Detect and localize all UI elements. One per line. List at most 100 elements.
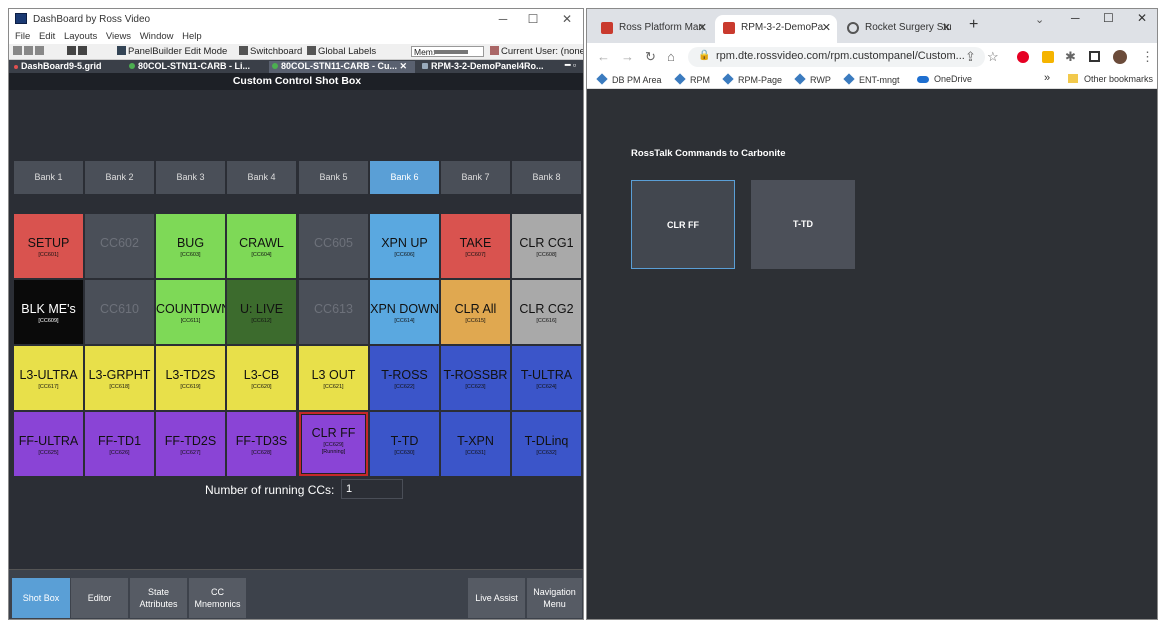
- browser-tab-rocket-surgery[interactable]: Rocket Surgery Stu ✕: [839, 15, 957, 43]
- current-user[interactable]: Current User: (none): [490, 46, 583, 57]
- bookmark-onedrive[interactable]: OneDrive: [917, 74, 972, 84]
- forward-icon[interactable]: →: [621, 49, 634, 64]
- tab-overflow-icon[interactable]: ━ ▫: [565, 60, 577, 70]
- cc-button-617[interactable]: L3-ULTRA [CC617]: [14, 346, 83, 410]
- menu-layouts[interactable]: Layouts: [63, 31, 98, 42]
- nav-shot-box[interactable]: Shot Box: [12, 578, 70, 618]
- cc-button-616[interactable]: CLR CG2 [CC616]: [512, 280, 581, 344]
- cc-button-627[interactable]: FF-TD2S [CC627]: [156, 412, 225, 476]
- browser-tab-ross-platform[interactable]: Ross Platform Man ✕: [593, 15, 713, 43]
- bookmark-rpm[interactable]: RPM: [674, 73, 710, 85]
- nav-state-attributes[interactable]: State Attributes: [130, 578, 187, 618]
- home-icon[interactable]: ⌂: [667, 49, 675, 64]
- cc-button-630[interactable]: T-TD [CC630]: [370, 412, 439, 476]
- cc-button-603[interactable]: BUG [CC603]: [156, 214, 225, 278]
- nav-live-assist[interactable]: Live Assist: [468, 578, 525, 618]
- cc-button-605[interactable]: CC605: [299, 214, 368, 278]
- cc-button-613[interactable]: CC613: [299, 280, 368, 344]
- doc-tab-carb-custom[interactable]: 80COL-STN11-CARB - Cu... ✕: [269, 61, 415, 73]
- browser-minimize-button[interactable]: ─: [1071, 11, 1080, 25]
- maximize-button[interactable]: ☐: [527, 12, 539, 26]
- cc-button-612[interactable]: U: LIVE [CC612]: [227, 280, 296, 344]
- close-tab-icon[interactable]: ✕: [821, 22, 831, 34]
- side-panel-icon[interactable]: [1089, 51, 1100, 62]
- avatar[interactable]: [1113, 50, 1127, 64]
- cc-button-604[interactable]: CRAWL [CC604]: [227, 214, 296, 278]
- cc-button-631[interactable]: T-XPN [CC631]: [441, 412, 510, 476]
- doc-tab-carb-live[interactable]: 80COL-STN11-CARB - Li...: [126, 61, 266, 73]
- close-tab-icon[interactable]: ✕: [941, 22, 951, 34]
- reload-icon[interactable]: ↻: [645, 49, 656, 64]
- cc-button-618[interactable]: L3-GRPHT [CC618]: [85, 346, 154, 410]
- global-labels-button[interactable]: Global Labels: [307, 46, 376, 57]
- menu-views[interactable]: Views: [105, 31, 132, 42]
- extension-icon[interactable]: [1042, 51, 1054, 63]
- cc-button-606[interactable]: XPN UP [CC606]: [370, 214, 439, 278]
- cc-button-610[interactable]: CC610: [85, 280, 154, 344]
- browser-maximize-button[interactable]: ☐: [1103, 11, 1114, 25]
- panelbuilder-toggle[interactable]: PanelBuilder Edit Mode: [117, 46, 227, 57]
- pinterest-icon[interactable]: [1017, 51, 1029, 63]
- url-field[interactable]: 🔒 rpm.dte.rossvideo.com/rpm.custompanel/…: [688, 47, 985, 67]
- close-button[interactable]: ✕: [561, 12, 573, 26]
- nav-cc-mnemonics[interactable]: CC Mnemonics: [189, 578, 246, 618]
- camera-icon[interactable]: [67, 46, 89, 57]
- cc-button-622[interactable]: T-ROSS [CC622]: [370, 346, 439, 410]
- cc-button-628[interactable]: FF-TD3S [CC628]: [227, 412, 296, 476]
- cc-button-609[interactable]: BLK ME's [CC609]: [14, 280, 83, 344]
- cc-button-615[interactable]: CLR All [CC615]: [441, 280, 510, 344]
- menu-kebab-icon[interactable]: ⋮: [1141, 49, 1154, 64]
- bank-button-6[interactable]: Bank 6: [370, 161, 439, 194]
- bookmark-db-pm-area[interactable]: DB PM Area: [596, 73, 662, 85]
- cc-button-611[interactable]: COUNTDWN [CC611]: [156, 280, 225, 344]
- bank-button-3[interactable]: Bank 3: [156, 161, 225, 194]
- save-icon[interactable]: [13, 46, 46, 57]
- nav-editor[interactable]: Editor: [71, 578, 128, 618]
- browser-tab-rpm-demo[interactable]: RPM-3-2-DemoPa ✕: [715, 15, 837, 43]
- browser-close-button[interactable]: ✕: [1137, 11, 1148, 25]
- cc-button-621[interactable]: L3 OUT [CC621]: [299, 346, 368, 410]
- menu-help[interactable]: Help: [182, 31, 202, 42]
- new-tab-button[interactable]: +: [969, 16, 979, 33]
- menu-file[interactable]: File: [15, 31, 31, 42]
- rosstalk-t-td-button[interactable]: T-TD: [751, 180, 855, 269]
- cc-button-624[interactable]: T-ULTRA [CC624]: [512, 346, 581, 410]
- bank-button-7[interactable]: Bank 7: [441, 161, 510, 194]
- nav-navigation-menu[interactable]: Navigation Menu: [527, 578, 582, 618]
- bookmark-rwp[interactable]: RWP: [794, 73, 831, 85]
- back-icon[interactable]: ←: [597, 49, 610, 64]
- minimize-button[interactable]: ─: [498, 12, 508, 26]
- cc-button-625[interactable]: FF-ULTRA [CC625]: [14, 412, 83, 476]
- cc-button-601[interactable]: SETUP [CC601]: [14, 214, 83, 278]
- share-icon[interactable]: ⇪: [965, 49, 976, 64]
- doc-tab-grid[interactable]: DashBoard9-5.grid: [11, 61, 123, 73]
- extensions-puzzle-icon[interactable]: ✱: [1065, 49, 1076, 64]
- more-bookmarks-icon[interactable]: »: [1044, 72, 1051, 84]
- bank-button-2[interactable]: Bank 2: [85, 161, 154, 194]
- bank-button-4[interactable]: Bank 4: [227, 161, 296, 194]
- cc-button-614[interactable]: XPN DOWN [CC614]: [370, 280, 439, 344]
- cc-button-620[interactable]: L3-CB [CC620]: [227, 346, 296, 410]
- cc-button-623[interactable]: T-ROSSBR [CC623]: [441, 346, 510, 410]
- rosstalk-clr-ff-button[interactable]: CLR FF: [631, 180, 735, 269]
- cc-button-632[interactable]: T-DLinq [CC632]: [512, 412, 581, 476]
- tab-search-icon[interactable]: ⌄: [1035, 14, 1045, 26]
- cc-button-602[interactable]: CC602: [85, 214, 154, 278]
- cc-button-607[interactable]: TAKE [CC607]: [441, 214, 510, 278]
- cc-button-626[interactable]: FF-TD1 [CC626]: [85, 412, 154, 476]
- bookmark-star-icon[interactable]: ☆: [987, 49, 999, 64]
- switchboard-button[interactable]: Switchboard: [239, 46, 302, 57]
- bank-button-5[interactable]: Bank 5: [299, 161, 368, 194]
- cc-button-629[interactable]: CLR FF [CC629] [Running]: [299, 412, 368, 476]
- close-tab-icon[interactable]: ✕: [697, 22, 707, 34]
- other-bookmarks[interactable]: Other bookmarks: [1068, 74, 1153, 84]
- bank-button-8[interactable]: Bank 8: [512, 161, 581, 194]
- menu-window[interactable]: Window: [139, 31, 174, 42]
- cc-button-619[interactable]: L3-TD2S [CC619]: [156, 346, 225, 410]
- bookmark-ent-mngt[interactable]: ENT-mngt: [843, 73, 900, 85]
- doc-tab-rpm[interactable]: RPM-3-2-DemoPanel4Ro...: [419, 61, 569, 73]
- cc-button-608[interactable]: CLR CG1 [CC608]: [512, 214, 581, 278]
- menu-edit[interactable]: Edit: [38, 31, 56, 42]
- bank-button-1[interactable]: Bank 1: [14, 161, 83, 194]
- bookmark-rpm-page[interactable]: RPM-Page: [722, 73, 782, 85]
